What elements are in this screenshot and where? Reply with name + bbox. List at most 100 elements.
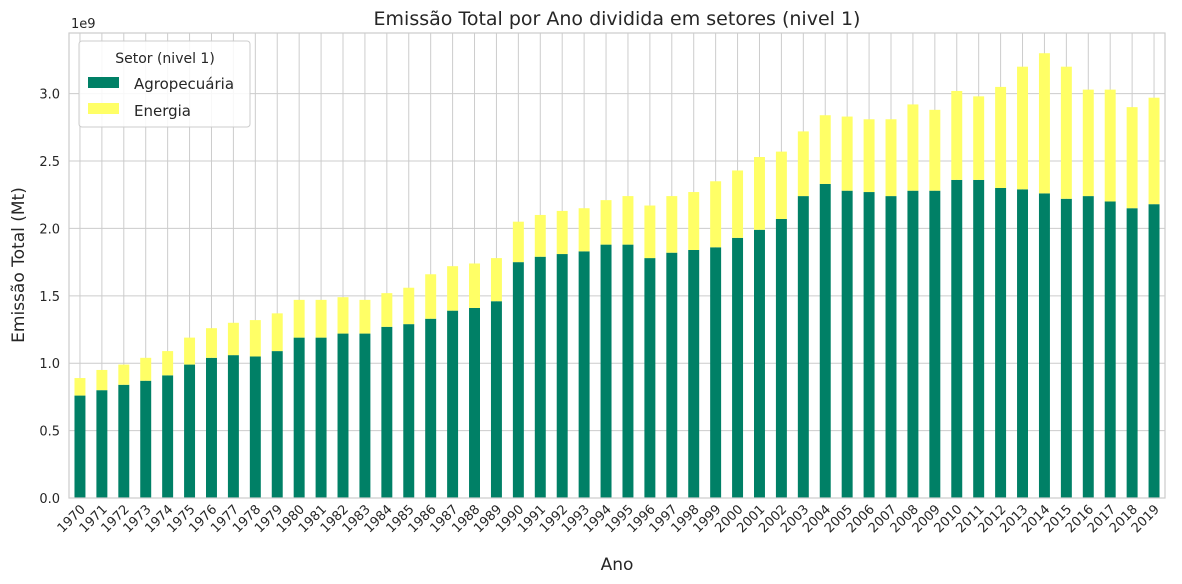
bar-energia-1979 [271,313,283,352]
bar-agropecuaria-1974 [162,375,174,498]
legend: Setor (nivel 1) Agropecuária Energia [78,40,251,128]
bar-agropecuaria-1993 [578,251,590,498]
bar-energia-1993 [578,208,590,252]
bar-energia-1983 [359,299,371,334]
bar-agropecuaria-2019 [1148,204,1160,498]
bar-agropecuaria-1981 [315,337,327,498]
bar-energia-1984 [381,293,393,327]
bar-agropecuaria-2016 [1082,196,1094,498]
y-tick-label: 3.0 [39,88,60,103]
bar-agropecuaria-1971 [96,390,108,498]
y-offset-label: 1e9 [71,17,96,32]
bar-energia-1988 [469,263,480,308]
bar-agropecuaria-1987 [447,310,459,498]
bar-energia-2018 [1126,107,1138,209]
y-tick-label: 0.5 [39,425,60,440]
bar-agropecuaria-2010 [951,179,963,499]
bar-energia-2017 [1104,89,1116,202]
bar-agropecuaria-2014 [1038,193,1050,499]
y-axis-label: Emissão Total (Mt) [9,187,29,343]
bar-agropecuaria-1998 [688,250,700,498]
bar-energia-1998 [688,192,700,250]
bar-agropecuaria-1989 [490,301,502,498]
bar-agropecuaria-2013 [1017,189,1028,498]
bar-energia-2010 [951,90,963,180]
y-tick-label: 1.0 [39,357,60,372]
bar-agropecuaria-2000 [732,237,744,498]
bar-energia-2006 [863,119,875,193]
bar-energia-1985 [403,287,415,325]
bar-energia-1978 [249,320,261,357]
y-tick-labels: 0.0 0.5 1.0 1.5 2.0 2.5 3.0 [39,88,60,507]
bar-agropecuaria-2011 [973,179,985,499]
bar-energia-2012 [995,86,1007,188]
bar-agropecuaria-2002 [775,219,787,498]
bar-agropecuaria-2012 [995,188,1007,498]
bar-energia-2003 [797,131,809,197]
bar-energia-1986 [425,274,437,319]
bar-energia-2000 [732,170,744,238]
bar-energia-2013 [1017,66,1028,190]
chart-title: Emissão Total por Ano dividida em setore… [374,8,861,30]
bar-agropecuaria-1985 [403,324,415,498]
bar-agropecuaria-2015 [1060,198,1072,499]
bar-agropecuaria-1976 [206,357,217,498]
bar-energia-1980 [293,299,305,338]
bar-energia-1987 [447,266,459,311]
bar-agropecuaria-1983 [359,333,371,498]
bar-energia-1999 [710,181,722,248]
bar-agropecuaria-1984 [381,326,393,498]
x-tick-labels: 1970197119721973197419751976197719781979… [55,502,1163,536]
bar-energia-1989 [490,258,502,302]
y-tick-label: 0.0 [39,492,60,507]
bar-energia-2016 [1082,89,1094,197]
bar-agropecuaria-2007 [885,196,897,498]
y-tick-label: 1.5 [39,290,60,305]
bar-energia-1976 [206,328,217,358]
bar-agropecuaria-2003 [797,196,809,498]
bar-energia-1975 [184,337,196,365]
bar-agropecuaria-2009 [929,190,941,498]
bar-agropecuaria-2008 [907,190,919,498]
bar-agropecuaria-2001 [754,229,765,499]
bar-energia-1994 [600,200,612,245]
bar-energia-2004 [819,115,831,184]
legend-label-energia: Energia [134,102,191,120]
bar-agropecuaria-1975 [184,364,196,498]
x-axis-label: Ano [601,555,634,575]
plot-frame [68,32,1166,499]
bar-energia-1992 [556,210,568,255]
bar-energia-1970 [74,378,86,396]
bar-agropecuaria-1999 [710,247,722,498]
bar-energia-2005 [841,116,853,191]
bar-energia-2011 [973,96,985,180]
bar-energia-1981 [315,299,327,338]
bar-agropecuaria-1986 [425,318,437,498]
bar-agropecuaria-1979 [271,351,283,498]
bar-energia-1996 [644,205,656,259]
bar-energia-2002 [775,151,787,219]
bar-energia-1990 [512,221,524,263]
bar-agropecuaria-1990 [512,262,524,498]
bar-energia-1997 [666,196,678,253]
bar-energia-1977 [227,322,239,356]
legend-box [78,40,251,128]
bar-energia-1991 [534,214,546,257]
bar-agropecuaria-1973 [140,380,152,498]
bars-layer [74,53,1160,499]
bar-energia-1971 [96,369,108,391]
bar-agropecuaria-1970 [74,395,86,498]
bar-energia-1973 [140,357,152,381]
bar-energia-2019 [1148,97,1160,205]
bar-agropecuaria-1996 [644,258,656,498]
bar-energia-1972 [118,364,130,385]
bar-agropecuaria-2018 [1126,208,1138,498]
bar-energia-2015 [1060,66,1072,199]
legend-label-agropecuaria: Agropecuária [134,75,234,93]
legend-swatch-energia [88,103,119,114]
bar-agropecuaria-1995 [622,244,634,498]
bar-agropecuaria-1982 [337,333,349,498]
bar-agropecuaria-2006 [863,192,875,499]
bar-agropecuaria-1977 [227,355,239,498]
